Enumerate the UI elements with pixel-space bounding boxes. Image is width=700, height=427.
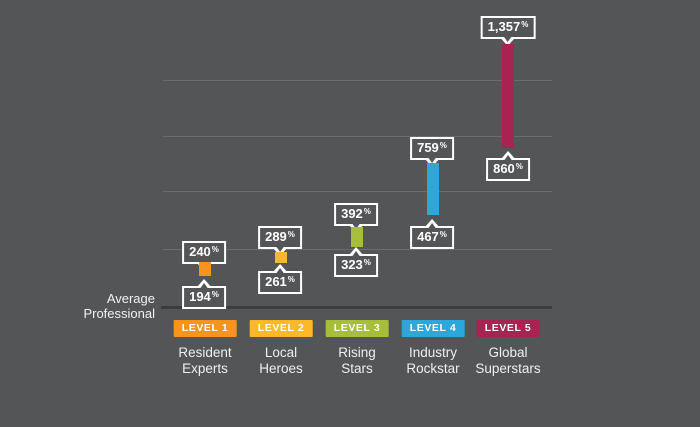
percent-sign: % xyxy=(439,230,447,239)
gridline xyxy=(163,191,552,192)
callout-low-level-5: 860% xyxy=(486,151,530,181)
badge-level-1: LEVEL 1 xyxy=(173,320,237,337)
bar-level-5 xyxy=(502,44,514,148)
percent-sign: % xyxy=(287,275,295,284)
value-high-level-1: 240 xyxy=(189,244,211,259)
badge-level-2: LEVEL 2 xyxy=(249,320,313,337)
badge-label: LEVEL 3 xyxy=(333,322,381,334)
callout-low-level-1: 194% xyxy=(182,279,226,309)
callout-low-level-4: 467% xyxy=(410,219,454,249)
baseline-label-line1: Average xyxy=(106,291,155,306)
baseline-label-line2: Professional xyxy=(83,306,155,321)
category-line2: Superstars xyxy=(475,361,541,376)
baseline-label: Average Professional xyxy=(83,291,155,321)
category-line1: Resident xyxy=(178,345,232,360)
value-high-level-5: 1,357 xyxy=(487,19,521,34)
value-low-level-2: 261 xyxy=(265,274,287,289)
percent-sign: % xyxy=(211,245,219,254)
callout-high-level-3: 392% xyxy=(334,203,378,233)
bar-level-3 xyxy=(351,227,363,247)
gridline xyxy=(163,80,552,81)
percent-sign: % xyxy=(515,162,523,171)
value-high-level-2: 289 xyxy=(265,229,287,244)
category-line2: Rockstar xyxy=(406,361,460,376)
percent-sign: % xyxy=(287,230,295,239)
bar-level-2 xyxy=(275,252,287,263)
category-label-level-2: Local Heroes xyxy=(259,345,303,377)
badge-label: LEVEL 1 xyxy=(181,322,229,334)
callout-high-level-5: 1,357% xyxy=(480,16,536,46)
percent-sign: % xyxy=(363,258,371,267)
percent-sign: % xyxy=(211,290,219,299)
badge-level-3: LEVEL 3 xyxy=(325,320,389,337)
value-low-level-5: 860 xyxy=(493,161,515,176)
category-label-level-5: Global Superstars xyxy=(475,345,540,377)
callout-low-level-3: 323% xyxy=(334,247,378,277)
category-line2: Stars xyxy=(341,361,373,376)
value-low-level-1: 194 xyxy=(189,289,211,304)
value-low-level-3: 323 xyxy=(341,257,363,272)
category-line2: Heroes xyxy=(259,361,303,376)
value-high-level-4: 759 xyxy=(417,140,439,155)
category-line1: Industry xyxy=(408,345,458,360)
baseline-axis xyxy=(161,306,552,309)
badge-level-5: LEVEL 5 xyxy=(476,320,540,337)
category-label-level-3: Rising Stars xyxy=(338,345,376,377)
percent-sign: % xyxy=(363,207,371,216)
percent-sign: % xyxy=(521,20,529,29)
category-line2: Experts xyxy=(182,361,228,376)
callout-high-level-2: 289% xyxy=(258,226,302,256)
gridline xyxy=(163,136,552,137)
value-low-level-4: 467 xyxy=(417,229,439,244)
category-line1: Local xyxy=(264,345,298,360)
category-line1: Rising xyxy=(338,345,376,360)
callout-high-level-1: 240% xyxy=(182,241,226,271)
percent-sign: % xyxy=(439,141,447,150)
bar-level-4 xyxy=(427,163,439,215)
badge-label: LEVEL 5 xyxy=(484,322,532,334)
badge-level-4: LEVEL 4 xyxy=(401,320,465,337)
callout-low-level-2: 261% xyxy=(258,264,302,294)
category-label-level-1: Resident Experts xyxy=(178,345,231,377)
badge-label: LEVEL 2 xyxy=(257,322,305,334)
badge-label: LEVEL 4 xyxy=(409,322,457,334)
value-high-level-3: 392 xyxy=(341,206,363,221)
bar-level-1 xyxy=(199,262,211,276)
category-label-level-4: Industry Rockstar xyxy=(406,345,459,377)
category-line1: Global xyxy=(488,345,528,360)
callout-high-level-4: 759% xyxy=(410,137,454,167)
